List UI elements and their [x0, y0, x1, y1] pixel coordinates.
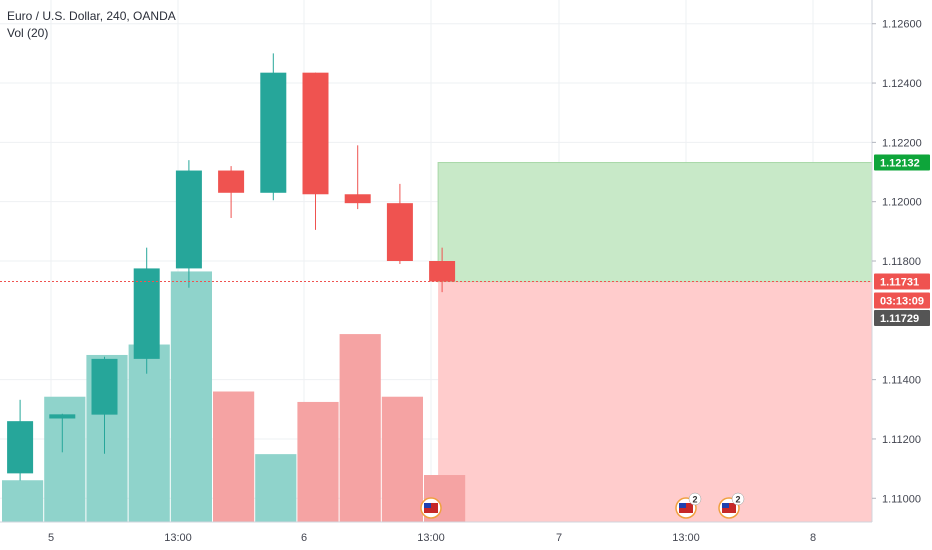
candle-body[interactable]: [91, 358, 118, 415]
event-count-badge-bg: [688, 492, 702, 506]
time-tick-label: 13:00: [164, 532, 192, 544]
entry-price-badge[interactable]: 1.11729: [880, 313, 919, 325]
price-tick-label: 1.11200: [882, 434, 921, 446]
flag-canton: [424, 503, 431, 508]
entry-price-badge-bg: [874, 310, 930, 327]
candle-body[interactable]: [386, 203, 413, 261]
volume-bar: [2, 480, 44, 522]
volume-bar: [255, 454, 297, 522]
profit-target-zone[interactable]: [437, 162, 873, 283]
current-price-badge-bg: [874, 273, 930, 290]
price-tick-label: 1.11000: [882, 493, 921, 505]
time-tick-label: 7: [556, 532, 562, 544]
candle-body[interactable]: [175, 170, 202, 269]
time-tick-label: 8: [810, 532, 816, 544]
price-tick-label: 1.12600: [882, 19, 922, 31]
candle-body[interactable]: [260, 72, 287, 193]
candle-body[interactable]: [302, 72, 329, 195]
time-tick-label: 13:00: [672, 532, 700, 544]
bar-countdown-badge[interactable]: 03:13:09: [880, 295, 924, 307]
price-tick-label: 1.12400: [882, 78, 922, 90]
event-count-badge: 2: [692, 495, 697, 505]
volume-indicator-label[interactable]: Vol (20): [7, 26, 49, 40]
volume-bar: [339, 334, 381, 522]
flag-canton: [679, 503, 686, 508]
symbol-title[interactable]: Euro / U.S. Dollar, 240, OANDA: [7, 9, 176, 23]
price-tick-label: 1.11800: [882, 256, 921, 268]
chart-legend: Euro / U.S. Dollar, 240, OANDA Vol (20): [7, 8, 176, 42]
price-tick-label: 1.12200: [882, 137, 922, 149]
current-price-badge[interactable]: 1.11731: [880, 276, 919, 288]
volume-bar: [381, 396, 423, 522]
volume-bar: [128, 344, 170, 522]
time-tick-label: 13:00: [417, 532, 445, 544]
event-count-badge-bg: [731, 492, 745, 506]
volume-bar: [170, 271, 212, 522]
candle-body[interactable]: [7, 421, 34, 474]
price-tick-label: 1.12000: [882, 197, 922, 209]
candle-body[interactable]: [133, 268, 160, 359]
target-price-badge-bg: [874, 154, 930, 171]
candle-body[interactable]: [218, 170, 245, 193]
price-tick-label: 1.11400: [882, 375, 921, 387]
candle-body[interactable]: [344, 194, 371, 204]
stop-loss-zone[interactable]: [438, 282, 872, 522]
bar-countdown-badge-bg: [874, 292, 930, 309]
event-count-badge: 2: [735, 495, 740, 505]
candle-body[interactable]: [49, 414, 76, 419]
volume-bar: [213, 391, 255, 522]
time-tick-label: 5: [48, 532, 54, 544]
candle-body[interactable]: [429, 261, 456, 282]
target-price-badge[interactable]: 1.12132: [880, 158, 920, 170]
volume-bar: [297, 401, 339, 522]
time-tick-label: 6: [301, 532, 307, 544]
flag-canton: [722, 503, 729, 508]
